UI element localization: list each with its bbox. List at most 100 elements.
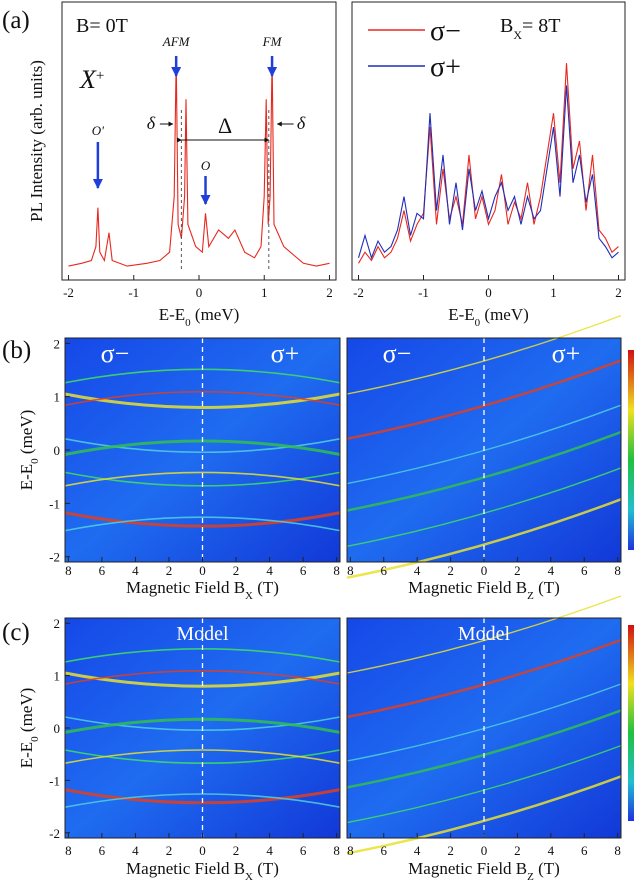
label-part: = 8T	[522, 15, 561, 37]
label-part: E-E	[17, 464, 36, 490]
colorbar	[628, 625, 634, 821]
x-tick-label: 2	[166, 843, 173, 858]
peak-label: AFM	[162, 34, 191, 49]
label-part: Magnetic Field B	[126, 859, 245, 878]
label-part: Z	[527, 871, 534, 883]
heatmap-branch	[64, 391, 341, 406]
label-part: X	[79, 65, 97, 94]
x-tick-label: 0	[485, 285, 492, 300]
x-tick-label: 4	[414, 563, 421, 578]
label-part: Magnetic Field B	[126, 578, 245, 597]
label-part: B	[500, 15, 513, 37]
y-tick-label: 1	[54, 390, 61, 405]
label-part: 0	[185, 317, 191, 329]
x-tick-label: -1	[128, 285, 139, 300]
x-tick-label: -2	[63, 285, 74, 300]
x-tick-label: 4	[132, 563, 139, 578]
x-tick-label: 1	[550, 285, 557, 300]
x-tick-label: 4	[548, 563, 555, 578]
legend-label: σ−	[430, 16, 461, 47]
polarization-label: σ−	[101, 339, 130, 368]
label-part: (T)	[253, 859, 279, 878]
heatmap-branch	[64, 516, 341, 532]
field-label: B= 0T	[76, 15, 128, 37]
legend-label: σ+	[430, 52, 461, 83]
polarization-label: σ−	[383, 339, 412, 368]
axis-label: E-E0 (meV)	[159, 305, 240, 329]
label-part: 0	[29, 458, 41, 464]
label-part: X	[513, 28, 522, 42]
x-tick-label: 2	[233, 563, 240, 578]
spectrum-line	[68, 57, 330, 267]
heatmap-branch	[64, 511, 341, 528]
x-tick-label: -1	[418, 285, 429, 300]
x-tick-label: 6	[381, 843, 388, 858]
colorbar	[628, 350, 634, 550]
delta-label: δ	[297, 113, 306, 133]
x-tick-label: 6	[581, 563, 588, 578]
x-tick-label: 2	[615, 285, 622, 300]
heatmap-branch	[64, 670, 341, 685]
x-tick-label: 4	[132, 843, 139, 858]
x-tick-label: 0	[199, 563, 206, 578]
label-part: (T)	[253, 578, 279, 597]
heatmap-branch	[64, 793, 341, 808]
panel-label: (a)	[2, 7, 30, 34]
label-part: (T)	[534, 859, 560, 878]
label-part: X	[245, 871, 253, 883]
x-tick-label: 2	[447, 843, 454, 858]
spectrum-line	[358, 63, 619, 264]
x-tick-label: 2	[326, 285, 333, 300]
label-part: E-E	[17, 742, 36, 768]
x-tick-label: 6	[300, 563, 307, 578]
label-part: X	[245, 590, 253, 602]
label-part: (meV)	[191, 305, 240, 324]
spectrum-line	[357, 85, 619, 260]
x-tick-label: 4	[266, 843, 273, 858]
label-part: (meV)	[17, 410, 36, 459]
x-tick-label: 1	[261, 285, 268, 300]
y-tick-label: 2	[54, 616, 61, 631]
axis-label: Magnetic Field BX (T)	[126, 578, 279, 602]
x-tick-label: 8	[333, 843, 340, 858]
x-tick-label: 8	[614, 843, 621, 858]
x-tick-label: 0	[481, 563, 488, 578]
model-label: Model	[176, 623, 229, 645]
x-tick-label: 2	[514, 843, 521, 858]
panel-label: (b)	[2, 337, 31, 364]
delta-label: δ	[147, 113, 156, 133]
x-tick-label: 4	[548, 843, 555, 858]
heatmap-branch	[64, 749, 341, 764]
x-tick-label: 2	[514, 563, 521, 578]
plot-frame	[61, 1, 337, 281]
peak-label: O	[201, 158, 211, 173]
y-tick-label: -2	[49, 826, 60, 841]
x-tick-label: 2	[233, 843, 240, 858]
label-part: Magnetic Field B	[408, 859, 527, 878]
peak-label: O'	[92, 123, 104, 138]
exciton-label: X+	[79, 65, 104, 94]
x-tick-label: 4	[414, 843, 421, 858]
polarization-label: σ+	[552, 339, 581, 368]
axis-label: Magnetic Field BZ (T)	[408, 859, 560, 883]
axis-label: E-E0 (meV)	[17, 410, 41, 491]
x-tick-label: 8	[347, 843, 354, 858]
heatmap-branch	[346, 498, 622, 579]
x-tick-label: 4	[266, 563, 273, 578]
x-tick-label: -2	[353, 285, 364, 300]
x-tick-label: 6	[99, 843, 106, 858]
heatmap-branch	[64, 471, 341, 487]
y-tick-label: 0	[54, 443, 61, 458]
label-part: +	[96, 68, 104, 84]
x-tick-label: 8	[347, 563, 354, 578]
x-tick-label: 8	[614, 563, 621, 578]
label-part: E-E	[448, 305, 474, 324]
y-tick-label: 0	[54, 721, 61, 736]
label-part: Magnetic Field B	[408, 578, 527, 597]
x-tick-label: 0	[199, 843, 206, 858]
splitting-label: Δ	[218, 113, 232, 138]
plot-frame	[351, 1, 626, 281]
axis-label: Magnetic Field BX (T)	[126, 859, 279, 883]
label-part: E-E	[159, 305, 185, 324]
